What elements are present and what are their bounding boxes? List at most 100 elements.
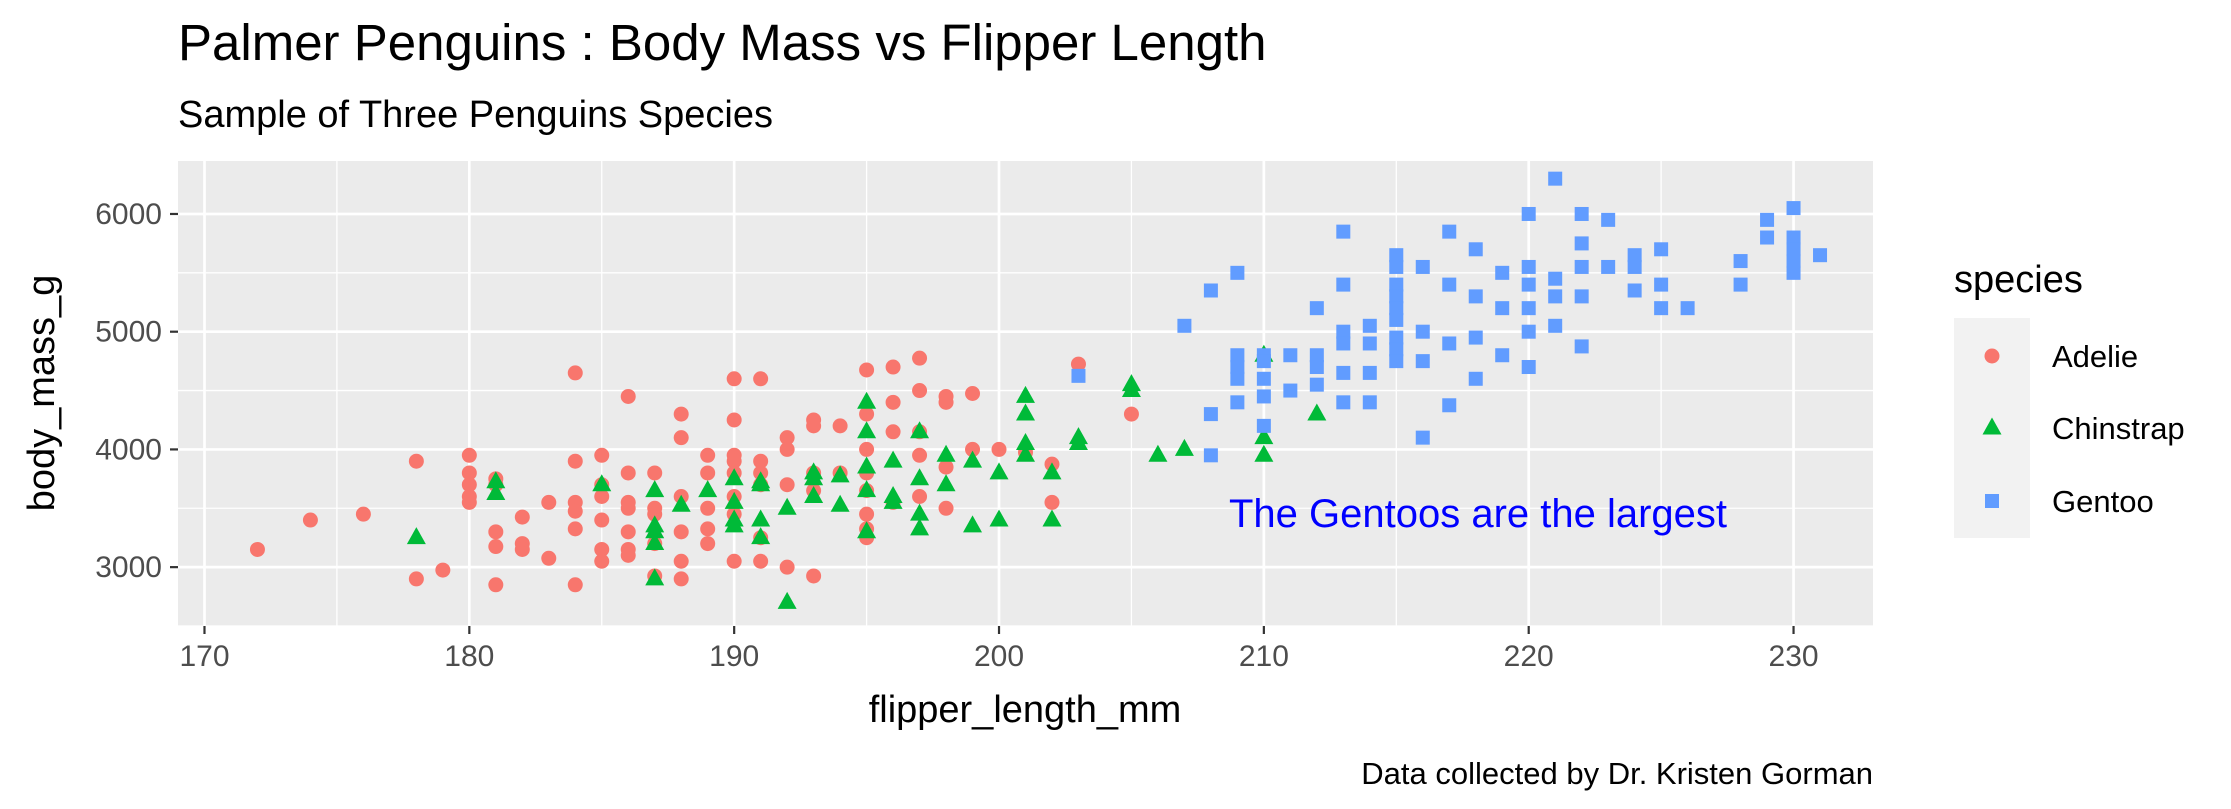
point-chinstrap [857,391,877,409]
point-adelie [779,441,795,457]
point-gentoo [1203,448,1218,463]
point-adelie [991,441,1007,457]
point-gentoo [1521,277,1536,292]
point-gentoo [1601,212,1616,227]
point-chinstrap [1016,385,1035,403]
point-adelie [355,506,371,522]
legend-label-chinstrap: Chinstrap [2052,411,2185,446]
point-chinstrap [777,497,797,515]
point-chinstrap [645,533,665,551]
point-adelie [806,568,822,584]
point-chinstrap [936,474,956,492]
point-adelie [938,394,954,410]
point-adelie [488,577,504,593]
point-gentoo [1309,360,1324,375]
point-chinstrap [777,591,797,609]
point-gentoo [1336,395,1351,410]
point-chinstrap [724,515,744,533]
point-chinstrap [1148,444,1168,462]
legend-key-chinstrap [1982,417,2002,435]
point-chinstrap [883,485,903,503]
point-gentoo [1256,418,1271,433]
point-gentoo [1574,206,1589,221]
point-chinstrap [1016,432,1035,450]
point-adelie [912,489,928,505]
point-chinstrap [1042,509,1062,527]
point-gentoo [1521,206,1536,221]
point-adelie [620,465,636,481]
point-gentoo [1786,242,1801,257]
point-chinstrap [1121,380,1141,398]
y-axis-ticks: 3000 4000 5000 6000 [95,198,178,584]
x-axis-title: flipper_length_mm [869,689,1182,731]
point-adelie [461,477,477,493]
point-chinstrap [830,465,850,483]
point-gentoo [1548,171,1563,186]
point-gentoo [1760,212,1775,227]
point-adelie [594,541,610,557]
point-gentoo [1733,254,1748,269]
point-gentoo [1521,324,1536,339]
point-adelie [673,524,689,540]
point-adelie [700,447,716,463]
point-adelie [302,512,318,528]
point-adelie [965,441,981,457]
point-chinstrap [671,494,691,512]
point-gentoo [1389,277,1404,292]
point-gentoo [1389,330,1404,345]
point-adelie [249,541,265,557]
point-gentoo [1389,259,1404,274]
point-adelie [859,406,875,422]
point-chinstrap [1068,432,1088,450]
point-adelie [885,359,901,375]
point-gentoo [1468,330,1483,345]
point-gentoo [1521,301,1536,316]
point-adelie [673,553,689,569]
point-gentoo [1362,395,1377,410]
point-adelie [673,406,689,422]
point-adelie [620,388,636,404]
point-gentoo [1309,348,1324,363]
point-adelie [832,418,848,434]
point-chinstrap [1307,403,1327,421]
point-gentoo [1415,354,1430,369]
point-gentoo [1177,318,1192,333]
point-adelie [594,489,610,505]
point-gentoo [1256,371,1271,386]
point-chinstrap [804,468,824,486]
point-adelie [700,536,716,552]
point-gentoo [1574,289,1589,304]
point-adelie [461,465,477,481]
point-gentoo [1495,265,1510,280]
point-adelie [567,521,583,537]
point-chinstrap [1042,462,1062,480]
point-chinstrap [910,518,930,536]
y-tick-label: 4000 [95,433,162,466]
point-gentoo [1309,377,1324,392]
point-gentoo [1362,365,1377,380]
point-gentoo [1415,430,1430,445]
point-adelie [673,571,689,587]
point-chinstrap [963,515,983,533]
point-chinstrap [804,485,824,503]
point-adelie [753,553,769,569]
point-gentoo [1362,318,1377,333]
point-adelie [620,500,636,516]
point-gentoo [1230,371,1245,386]
data-points [249,171,1828,609]
point-chinstrap [989,462,1009,480]
point-chinstrap [724,491,744,509]
point-adelie [912,383,928,399]
point-adelie [938,459,954,475]
point-adelie [594,553,610,569]
point-gentoo [1574,339,1589,354]
point-gentoo [1468,371,1483,386]
chart-annotation: The Gentoos are the largest [1229,492,1727,536]
point-adelie [700,521,716,537]
point-gentoo [1495,301,1510,316]
point-gentoo [1733,277,1748,292]
point-gentoo [1389,289,1404,304]
point-gentoo [1415,324,1430,339]
point-adelie [726,371,742,387]
point-chinstrap [910,421,930,439]
